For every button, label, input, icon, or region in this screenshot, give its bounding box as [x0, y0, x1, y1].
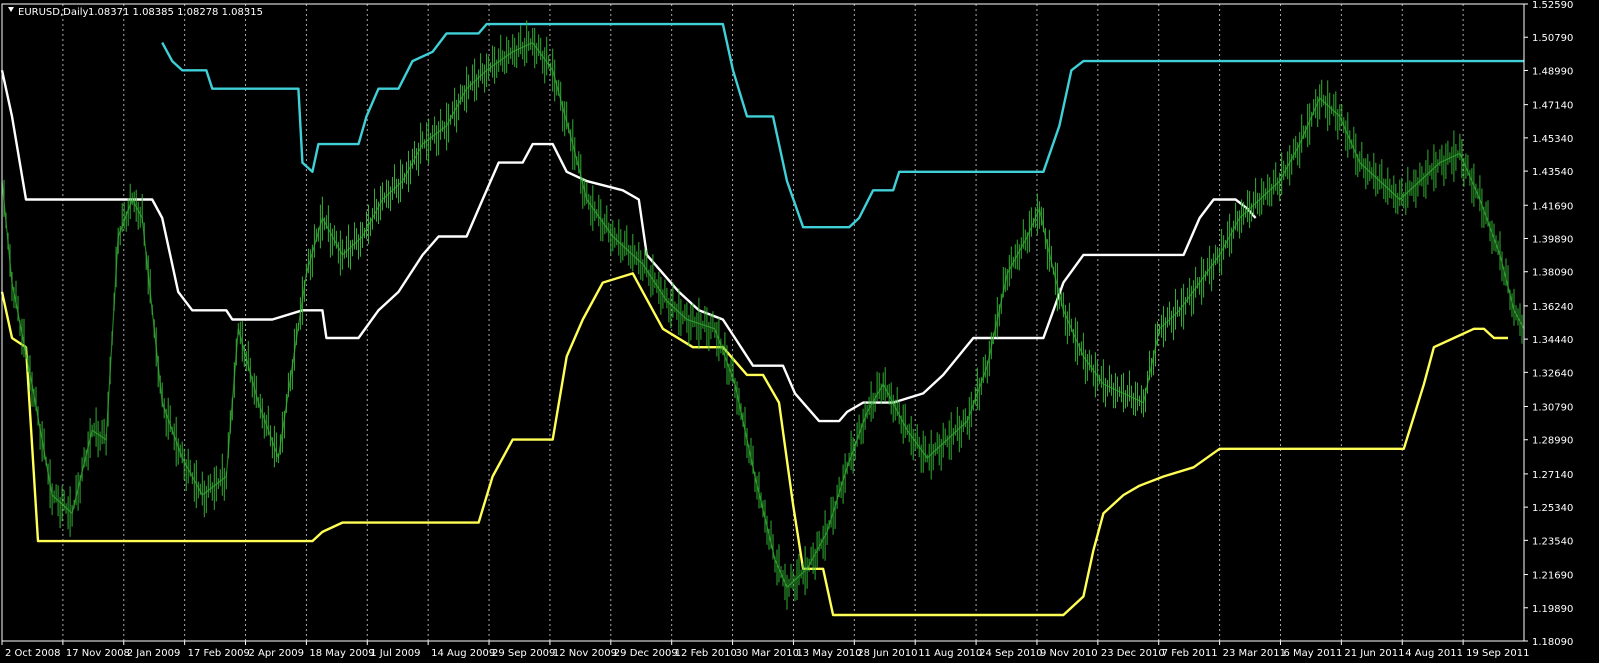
y-tick-label: 1.39890: [1532, 234, 1573, 245]
x-tick-label: 4 Aug 2011: [1405, 648, 1463, 659]
x-tick-label: 11 Aug 2010: [918, 648, 982, 659]
vertical-grid: [62, 4, 1464, 641]
x-tick-label: 29 Sep 2009: [492, 648, 555, 659]
x-tick-label: 21 Jun 2011: [1344, 648, 1404, 659]
upper-channel-line: [161, 22, 1524, 229]
x-tick-label: 12 Feb 2010: [675, 648, 737, 659]
plot-frame: [1, 3, 1525, 642]
price-line: [1, 41, 1525, 589]
x-tick-label: 12 Nov 2009: [553, 648, 617, 659]
x-tick-label: 17 Nov 2008: [66, 648, 130, 659]
ohlc-readout: 1.08371 1.08385 1.08278 1.08315: [88, 7, 263, 18]
x-tick-label: 18 May 2009: [309, 648, 374, 659]
y-tick-label: 1.28990: [1532, 436, 1573, 447]
x-tick-label: 30 Mar 2010: [736, 648, 799, 659]
y-tick-label: 1.43540: [1532, 167, 1573, 178]
y-tick-label: 1.21690: [1532, 571, 1573, 582]
x-tick-label: 14 Aug 2009: [431, 648, 495, 659]
x-tick-label: 7 Feb 2011: [1162, 648, 1218, 659]
chart-header[interactable]: EURUSD,Daily 1.08371 1.08385 1.08278 1.0…: [8, 7, 263, 18]
y-tick-label: 1.47140: [1532, 101, 1573, 112]
x-tick-label: 23 Dec 2010: [1101, 648, 1165, 659]
y-tick-label: 1.25340: [1532, 503, 1573, 514]
symbol-label: EURUSD,Daily: [18, 7, 89, 18]
x-tick-label: 2 Apr 2009: [249, 648, 304, 659]
y-tick-label: 1.50790: [1532, 33, 1573, 44]
y-tick-label: 1.30790: [1532, 403, 1573, 414]
x-tick-label: 13 May 2010: [796, 648, 861, 659]
y-tick-label: 1.34440: [1532, 335, 1573, 346]
y-tick-label: 1.48990: [1532, 66, 1573, 77]
x-tick-label: 6 May 2011: [1283, 648, 1342, 659]
y-tick-label: 1.23540: [1532, 536, 1573, 547]
lower-channel-line: [0, 272, 1508, 617]
y-tick-label: 1.19890: [1532, 604, 1573, 615]
series-layer: [0, 20, 1525, 617]
y-tick-label: 1.36240: [1532, 302, 1573, 313]
x-tick-label: 2 Jan 2009: [127, 648, 181, 659]
y-tick-label: 1.38090: [1532, 268, 1573, 279]
y-tick-label: 1.18090: [1532, 637, 1573, 648]
x-tick-label: 23 Mar 2011: [1223, 648, 1286, 659]
x-tick-label: 1 Jul 2009: [370, 648, 420, 659]
y-tick-label: 1.32640: [1532, 368, 1573, 379]
x-tick-label: 2 Oct 2008: [5, 648, 60, 659]
x-tick-label: 19 Sep 2011: [1466, 648, 1529, 659]
middle-line: [0, 70, 1257, 423]
x-tick-label: 24 Sep 2010: [979, 648, 1042, 659]
y-tick-label: 1.45340: [1532, 134, 1573, 145]
x-tick-label: 29 Dec 2009: [614, 648, 678, 659]
x-tick-label: 17 Feb 2009: [188, 648, 250, 659]
x-tick-label: 9 Nov 2010: [1040, 648, 1098, 659]
y-tick-label: 1.27140: [1532, 470, 1573, 481]
dropdown-triangle-icon[interactable]: [8, 7, 14, 12]
y-tick-label: 1.52590: [1532, 0, 1573, 11]
y-tick-label: 1.41690: [1532, 201, 1573, 212]
x-tick-label: 28 Jun 2010: [857, 648, 917, 659]
